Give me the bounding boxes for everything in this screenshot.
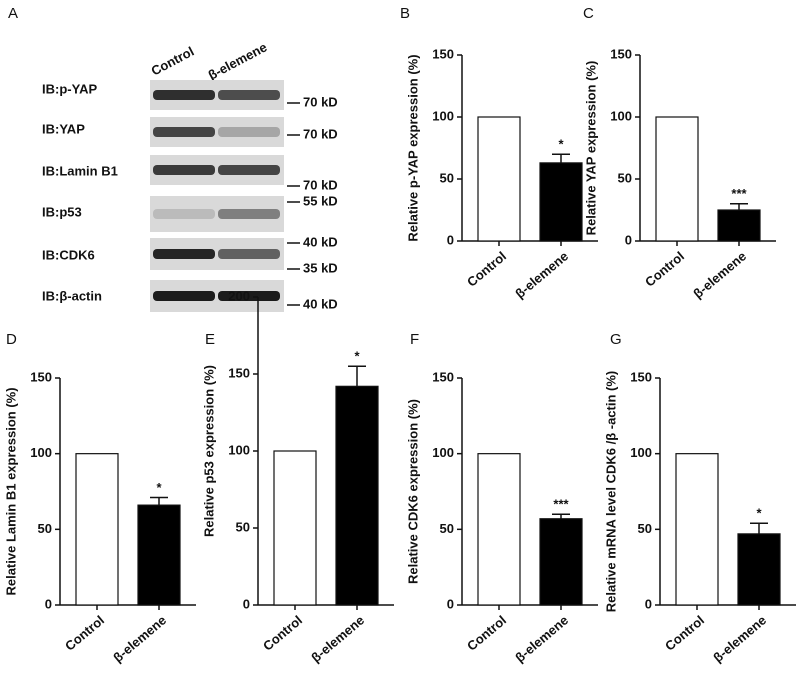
marker-label: 55 kD [303,193,338,208]
blot-band [153,249,215,259]
x-tick-label: Control [642,248,687,289]
y-tick-label: 150 [610,46,632,61]
y-tick-label: 50 [618,170,632,185]
panel-letter: F [410,331,419,348]
blot-row-label: IB:Lamin B1 [42,163,118,178]
x-tick-label: Control [464,612,509,653]
y-tick-label: 0 [625,232,632,247]
bar [335,385,379,606]
marker-label: 70 kD [303,126,338,141]
y-tick-label: 50 [638,521,652,536]
y-tick-label: 50 [440,521,454,536]
panel-letter: D [6,331,17,348]
blot-band [218,90,280,100]
marker-label: 35 kD [303,260,338,275]
bar [675,453,719,606]
x-tick-label: β-elemene [308,612,367,665]
panel-letter: B [400,5,410,22]
y-tick-label: 0 [645,596,652,611]
panel-letter: A [8,5,18,22]
x-tick-label: Control [62,612,107,653]
y-tick-label: 50 [236,519,250,534]
y-axis-label: Relative p-YAP expression (%) [405,54,420,241]
blot-band [218,209,280,219]
y-axis-label: Relative p53 expression (%) [201,365,216,537]
significance: *** [731,186,747,201]
blot-row-label: IB:YAP [42,121,85,136]
panel-letter: C [583,5,594,22]
y-tick-label: 100 [432,445,454,460]
bar [717,209,761,242]
x-tick-label: β-elemene [512,248,571,301]
y-tick-label: 150 [228,365,250,380]
panel-letter: E [205,331,215,348]
x-tick-label: β-elemene [110,612,169,665]
y-tick-label: 0 [447,596,454,611]
bar [75,453,119,606]
x-tick-label: Control [662,612,707,653]
bar [737,533,781,606]
y-axis-label: Relative Lamin B1 expression (%) [3,387,18,595]
y-tick-label: 150 [432,46,454,61]
blot-band [218,249,280,259]
bar [539,162,583,242]
x-tick-label: Control [464,248,509,289]
lane-label: Control [149,44,197,79]
blot-band [153,90,215,100]
blot-band [218,291,280,301]
blot-band [218,127,280,137]
blot-band [153,291,215,301]
y-tick-label: 50 [440,170,454,185]
x-tick-label: β-elemene [710,612,769,665]
blot-band [153,209,215,219]
x-tick-label: Control [260,612,305,653]
y-tick-label: 100 [630,445,652,460]
x-tick-label: β-elemene [690,248,749,301]
marker-label: 70 kD [303,94,338,109]
blot-strip [150,196,284,232]
blot-band [153,165,215,175]
blot-band [218,165,280,175]
y-tick-label: 150 [432,369,454,384]
bar [273,450,317,606]
y-tick-label: 150 [30,369,52,384]
x-tick-label: β-elemene [512,612,571,665]
blot-band [153,127,215,137]
y-tick-label: 0 [45,596,52,611]
bar [477,116,521,242]
y-tick-label: 200 [228,288,250,303]
marker-label: 40 kD [303,296,338,311]
significance: * [558,137,564,152]
y-tick-label: 50 [38,521,52,536]
y-tick-label: 100 [30,445,52,460]
y-axis-label: Relative CDK6 expression (%) [405,399,420,584]
significance: * [756,506,762,521]
blot-row-label: IB:β-actin [42,288,102,303]
blot-row-label: IB:p53 [42,204,82,219]
bar [477,453,521,606]
bar [137,504,181,606]
marker-label: 40 kD [303,234,338,249]
panel-letter: G [610,331,622,348]
y-tick-label: 100 [228,442,250,457]
marker-label: 70 kD [303,177,338,192]
blot-row-label: IB:CDK6 [42,247,95,262]
significance: *** [553,497,569,512]
significance: * [354,349,360,364]
bar [539,518,583,606]
significance: * [156,480,162,495]
y-tick-label: 0 [447,232,454,247]
y-tick-label: 0 [243,596,250,611]
blot-row-label: IB:p-YAP [42,81,97,96]
bar [655,116,699,242]
y-tick-label: 100 [610,108,632,123]
y-axis-label: Relative YAP expression (%) [583,61,598,236]
y-tick-label: 150 [630,369,652,384]
y-tick-label: 100 [432,108,454,123]
lane-label: β-elemene [206,39,270,82]
y-axis-label: Relative mRNA level CDK6 /β -actin (%) [603,371,618,613]
